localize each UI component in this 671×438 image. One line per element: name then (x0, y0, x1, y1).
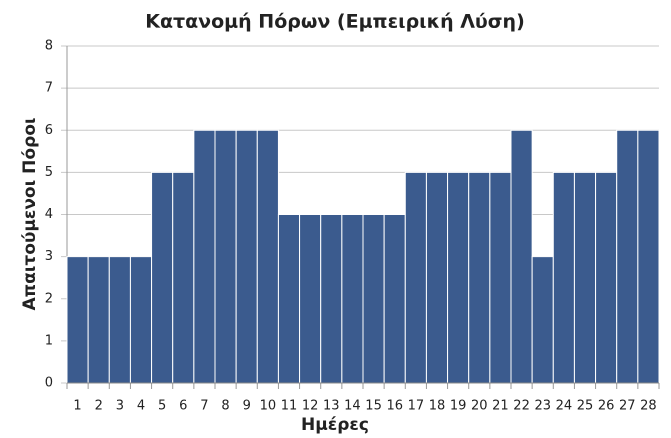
y-tick-label: 7 (45, 81, 53, 96)
x-tick-label: 10 (260, 399, 277, 414)
bar (108, 256, 131, 384)
y-tick-label: 3 (45, 249, 53, 264)
bar (552, 171, 575, 384)
bar (320, 214, 343, 384)
bar (573, 171, 597, 384)
bar (362, 214, 385, 384)
bar (214, 129, 237, 384)
y-tick-label: 6 (45, 123, 53, 138)
x-tick-label: 4 (137, 399, 145, 414)
bar (637, 129, 660, 384)
y-tick-label: 5 (45, 165, 53, 180)
y-tick-label: 0 (45, 376, 53, 391)
x-tick-label: 27 (619, 399, 636, 414)
bar (595, 171, 618, 384)
bar (341, 214, 364, 384)
bar (151, 171, 174, 384)
x-tick-label: 24 (556, 399, 573, 414)
bar (489, 171, 512, 384)
y-tick-label: 4 (45, 207, 53, 222)
x-tick-label: 16 (386, 399, 403, 414)
x-tick-label: 22 (513, 399, 530, 414)
x-tick-label: 14 (344, 399, 361, 414)
x-tick-label: 18 (429, 399, 446, 414)
bar (129, 256, 153, 384)
bar (425, 171, 449, 384)
bar (172, 171, 195, 384)
x-tick-label: 19 (450, 399, 467, 414)
bar (510, 129, 533, 384)
x-tick-label: 15 (365, 399, 382, 414)
x-tick-label: 12 (302, 399, 319, 414)
chart-title: Κατανομή Πόρων (Εμπειρική Λύση) (145, 11, 525, 33)
y-tick-label: 1 (45, 333, 53, 348)
x-tick-label: 9 (243, 399, 251, 414)
x-tick-label: 2 (95, 399, 103, 414)
x-tick-label: 25 (577, 399, 594, 414)
x-tick-label: 3 (116, 399, 124, 414)
bar (616, 129, 639, 384)
bar (277, 214, 301, 384)
x-tick-label: 8 (221, 399, 229, 414)
x-tick-label: 28 (640, 399, 657, 414)
x-tick-label: 5 (158, 399, 166, 414)
x-tick-label: 11 (281, 399, 298, 414)
bar (87, 256, 110, 384)
x-tick-label: 20 (471, 399, 488, 414)
y-axis-label: Απαιτούμενοι Πόροι (20, 117, 40, 310)
bar (404, 171, 427, 384)
x-tick-label: 26 (598, 399, 615, 414)
x-tick-label: 6 (179, 399, 187, 414)
bar (383, 214, 406, 384)
bar (299, 214, 322, 384)
x-tick-label: 7 (200, 399, 208, 414)
bar (193, 129, 216, 384)
x-tick-label: 23 (534, 399, 551, 414)
bar (531, 256, 554, 384)
bar (66, 256, 89, 384)
y-tick-label: 8 (45, 39, 53, 54)
x-tick-label: 17 (408, 399, 425, 414)
x-tick-label: 13 (323, 399, 340, 414)
bar (447, 171, 470, 384)
bar (235, 129, 258, 384)
bar (468, 171, 491, 384)
x-tick-label: 1 (73, 399, 81, 414)
x-axis-label: Ημέρες (301, 415, 369, 435)
y-tick-label: 2 (45, 291, 53, 306)
x-tick-label: 21 (492, 399, 509, 414)
bar (256, 129, 279, 384)
